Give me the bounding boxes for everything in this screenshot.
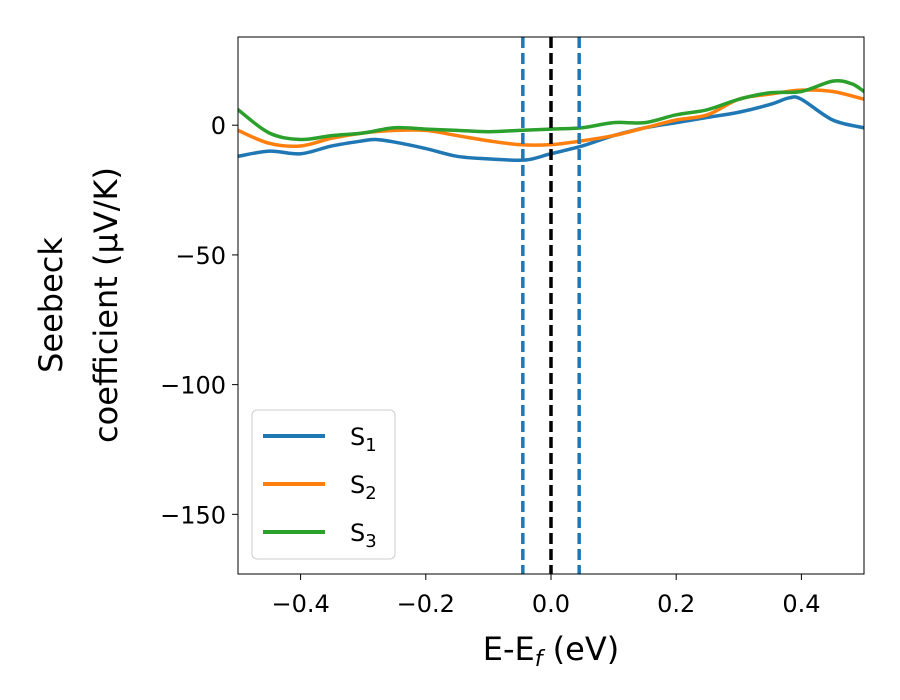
y-axis-label-line2: coefficient (μV/K) xyxy=(87,167,125,443)
legend: S1 S2 S3 xyxy=(251,409,396,560)
y-tick-label: −150 xyxy=(160,501,226,529)
plot-data-layer xyxy=(238,37,864,574)
y-axis-label: Seebeck coefficient (μV/K) xyxy=(32,167,125,443)
x-axis: −0.4 −0.2 0.0 0.2 0.4 xyxy=(271,574,820,618)
x-tick-label: −0.2 xyxy=(397,590,455,618)
y-tick-label: −50 xyxy=(175,242,226,270)
legend-label-s2: S2 xyxy=(350,471,377,504)
x-axis-label-unit: (eV) xyxy=(543,630,620,668)
legend-label-s3: S3 xyxy=(350,519,377,552)
y-tick-label: 0 xyxy=(211,112,226,140)
y-tick-label: −100 xyxy=(160,372,226,400)
series-line-s1 xyxy=(238,95,864,162)
y-axis-label-line1: Seebeck xyxy=(32,237,70,373)
x-tick-label: 0.2 xyxy=(657,590,695,618)
x-axis-label: E-Ef (eV) xyxy=(483,630,619,672)
y-axis: 0 −50 −100 −150 xyxy=(160,112,238,529)
x-tick-label: 0.0 xyxy=(532,590,570,618)
legend-label-s1: S1 xyxy=(350,423,377,456)
x-tick-label: 0.4 xyxy=(782,590,820,618)
x-axis-label-main: E-E xyxy=(483,630,535,668)
x-tick-label: −0.4 xyxy=(271,590,329,618)
series-line-s3 xyxy=(238,78,864,142)
x-axis-label-sub: f xyxy=(535,647,546,672)
